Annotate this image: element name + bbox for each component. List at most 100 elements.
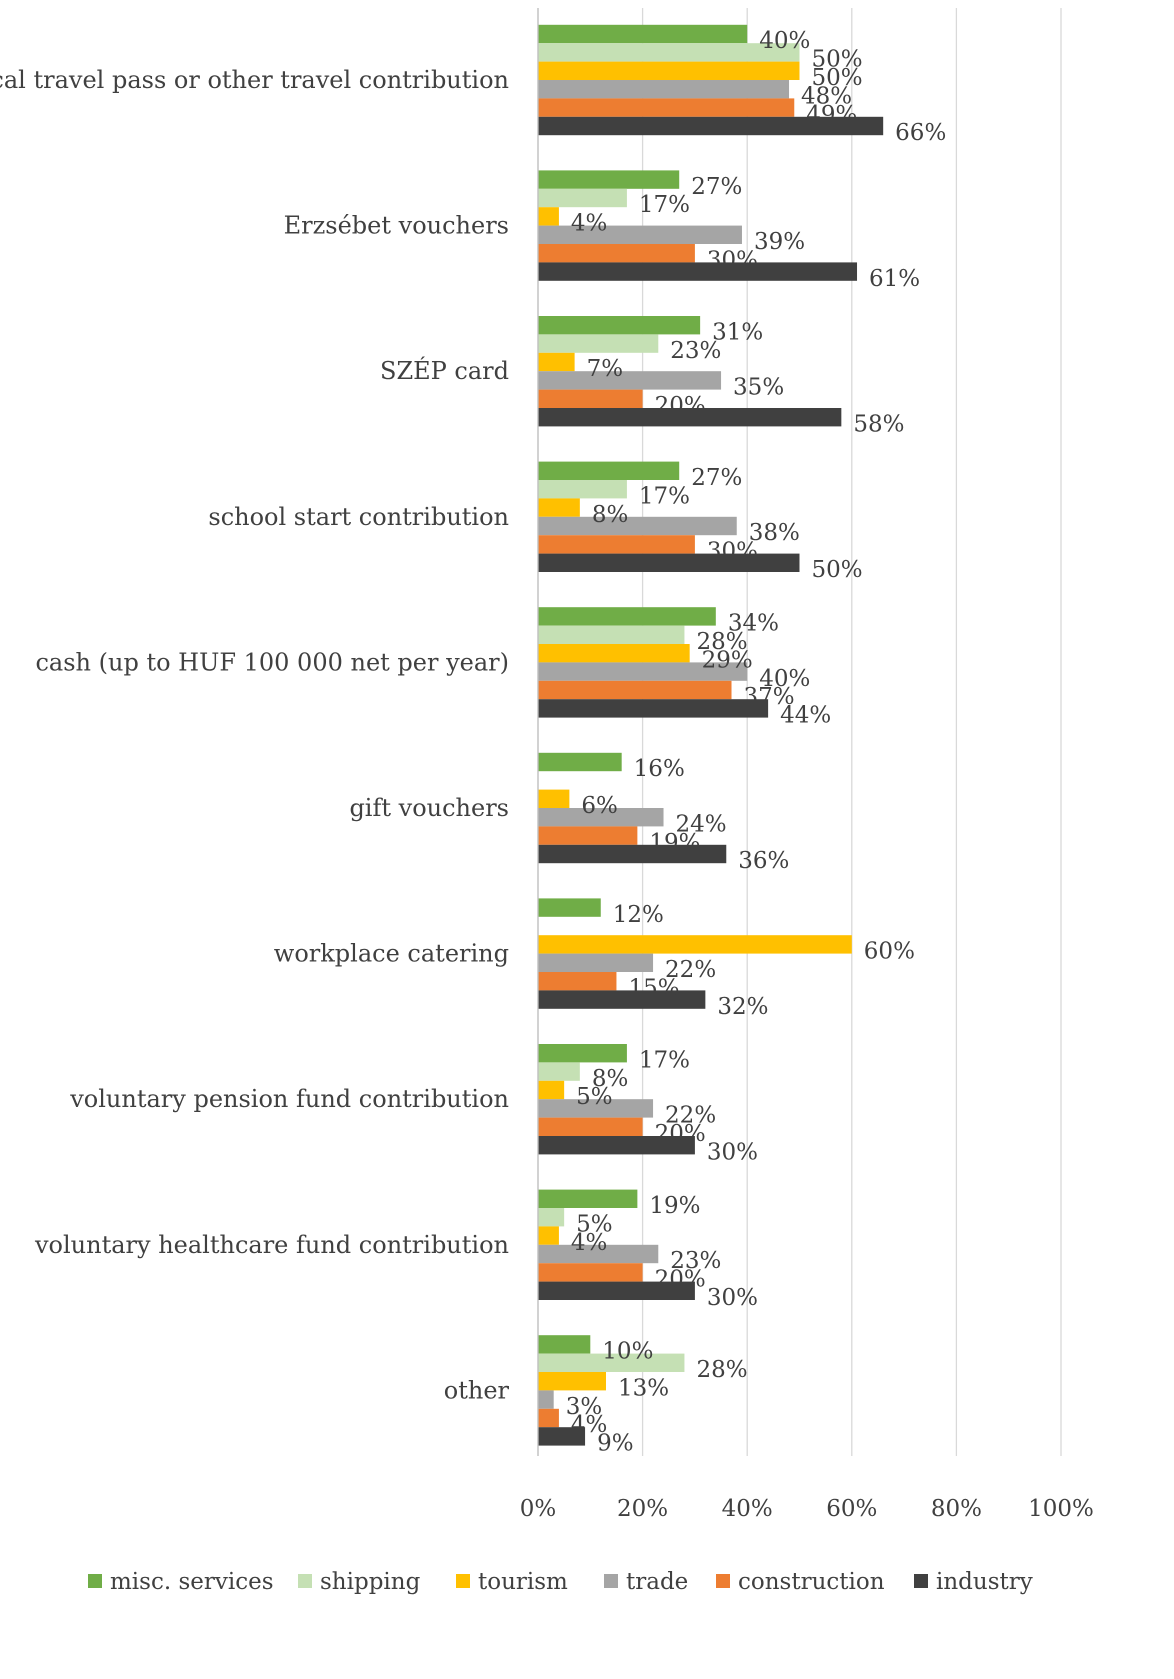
data-label: 60% xyxy=(864,939,915,965)
bar xyxy=(538,935,852,954)
bar xyxy=(538,43,800,62)
bar xyxy=(538,699,769,718)
bar xyxy=(538,498,580,517)
bar xyxy=(538,1226,559,1245)
data-label: 5% xyxy=(576,1211,613,1237)
bar xyxy=(538,316,701,335)
data-label: 30% xyxy=(707,1285,758,1311)
data-label: 34% xyxy=(728,611,779,637)
bar xyxy=(538,225,742,244)
category-label: other xyxy=(444,1376,510,1404)
x-tick-label: 20% xyxy=(617,1496,668,1522)
data-label: 5% xyxy=(576,1084,613,1110)
bar xyxy=(538,826,638,845)
data-label: 15% xyxy=(628,975,679,1001)
data-label: 49% xyxy=(806,102,857,128)
data-label: 12% xyxy=(613,902,664,928)
data-label: 6% xyxy=(581,793,618,819)
bar xyxy=(538,389,643,408)
data-label: 58% xyxy=(853,411,904,437)
bar xyxy=(538,553,800,572)
legend-item: construction xyxy=(716,1569,885,1595)
bar xyxy=(538,844,727,864)
data-label: 22% xyxy=(665,957,716,983)
x-tick-label: 40% xyxy=(722,1496,773,1522)
data-label: 40% xyxy=(759,28,810,54)
bar xyxy=(538,24,748,44)
legend-swatch xyxy=(456,1574,470,1588)
legend-swatch xyxy=(716,1574,730,1588)
data-label: 27% xyxy=(691,174,742,200)
legend-swatch xyxy=(298,1574,312,1588)
data-label: 30% xyxy=(707,1139,758,1165)
data-label: 50% xyxy=(812,65,863,91)
bar xyxy=(538,480,627,499)
data-label: 39% xyxy=(754,229,805,255)
legend-label: construction xyxy=(738,1569,885,1595)
bar xyxy=(538,1080,565,1100)
bar xyxy=(538,408,842,427)
bar xyxy=(538,680,732,700)
category-label: Erzsébet vouchers xyxy=(284,212,509,240)
category-label: local travel pass or other travel contri… xyxy=(0,66,509,94)
bar xyxy=(538,1353,685,1372)
data-label: 30% xyxy=(707,539,758,565)
category-label: cash (up to HUF 100 000 net per year) xyxy=(35,648,509,676)
data-label: 4% xyxy=(571,1230,608,1256)
bar xyxy=(538,1281,695,1300)
bar xyxy=(538,808,664,827)
bar xyxy=(538,1099,654,1118)
bar xyxy=(538,1189,638,1208)
bar xyxy=(538,170,680,189)
data-label: 31% xyxy=(712,319,763,345)
bar xyxy=(538,1390,554,1409)
data-label: 24% xyxy=(676,811,727,837)
legend: misc. services shipping tourism trade constr… xyxy=(88,1569,1033,1595)
data-label: 23% xyxy=(670,1248,721,1274)
data-label: 40% xyxy=(759,666,810,692)
data-label: 30% xyxy=(707,247,758,273)
data-label: 23% xyxy=(670,338,721,364)
legend-swatch xyxy=(604,1574,618,1588)
data-label: 19% xyxy=(649,830,700,856)
bar xyxy=(538,1263,643,1282)
category-label: workplace catering xyxy=(274,940,509,968)
legend-item: trade xyxy=(604,1569,688,1595)
bar xyxy=(538,1044,627,1063)
x-tick-label: 80% xyxy=(931,1496,982,1522)
data-label: 9% xyxy=(597,1431,634,1457)
data-label: 13% xyxy=(618,1375,669,1401)
data-label: 4% xyxy=(571,211,608,237)
legend-label: tourism xyxy=(478,1569,568,1595)
category-label: voluntary healthcare fund contribution xyxy=(34,1231,509,1259)
bar xyxy=(538,116,884,136)
x-axis: 0% 20% 40% 60% 80% 100% xyxy=(520,8,1094,1522)
bar xyxy=(538,352,575,372)
bar xyxy=(538,334,659,353)
bar xyxy=(538,789,570,808)
legend-item: industry xyxy=(914,1569,1033,1595)
value-labels: 40%50%50%48%49%66%27%17%4%39%30%61%31%23… xyxy=(566,28,947,1456)
gridlines xyxy=(537,8,1062,1456)
bar xyxy=(538,61,800,80)
x-tick-label: 60% xyxy=(826,1496,877,1522)
data-label: 8% xyxy=(592,502,629,528)
bar xyxy=(538,1117,643,1136)
data-label: 10% xyxy=(602,1339,653,1365)
bar xyxy=(538,1208,565,1227)
data-label: 28% xyxy=(696,1357,747,1383)
data-label: 28% xyxy=(696,629,747,655)
bar xyxy=(538,1372,606,1391)
bar xyxy=(538,1136,695,1155)
data-label: 3% xyxy=(566,1394,603,1420)
legend-label: shipping xyxy=(320,1569,421,1595)
bar xyxy=(538,1427,586,1446)
bar xyxy=(538,1408,559,1428)
bar xyxy=(538,80,790,99)
bar xyxy=(538,188,627,208)
data-label: 50% xyxy=(812,47,863,73)
x-tick-label: 100% xyxy=(1028,1496,1094,1522)
category-label: SZÉP card xyxy=(380,356,509,385)
bar xyxy=(538,752,622,772)
